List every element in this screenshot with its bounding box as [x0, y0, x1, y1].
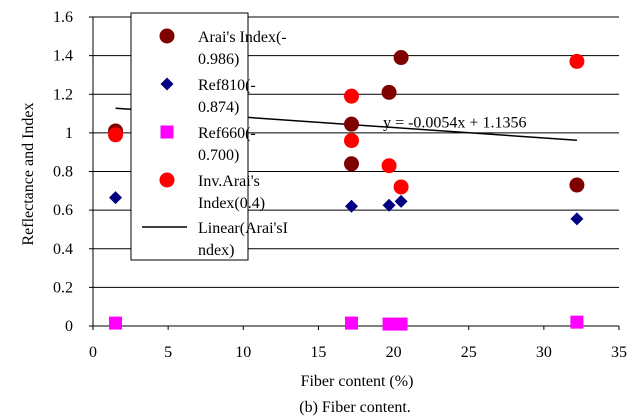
y-tick-label: 0.8 [53, 164, 73, 181]
legend-label: Inv.Arai's [198, 173, 260, 190]
point-arai-s-index-0-986 [343, 156, 359, 172]
point-inv-arai-s-index-0-4 [343, 133, 359, 149]
legend-item: Inv.Arai's Index(0.4) [159, 172, 265, 212]
point-arai-s-index-0-986 [381, 84, 397, 100]
legend-label: Linear(Arai'sI [198, 220, 288, 237]
legend-label: Ref660(- [198, 125, 256, 142]
legend-label: ndex) [198, 242, 234, 259]
legend-symbol [160, 77, 174, 91]
point-ref810-0-874 [394, 194, 408, 208]
y-tick-label: 1.6 [53, 9, 73, 26]
point-ref810-0-874 [109, 191, 123, 205]
point-ref810-0-874 [382, 198, 396, 212]
legend-label: Index(0.4) [198, 195, 265, 212]
y-tick-label: 0.4 [53, 241, 73, 258]
point-inv-arai-s-index-0-4 [393, 179, 409, 195]
legend-label: Ref810(- [198, 77, 256, 94]
x-tick-label: 10 [235, 344, 251, 361]
point-ref660-0-700 [109, 316, 123, 330]
point-arai-s-index-0-986 [343, 116, 359, 132]
legend-box [130, 12, 249, 261]
legend-label: 0.874) [198, 99, 239, 116]
x-tick-label: 5 [164, 344, 172, 361]
point-arai-s-index-0-986 [569, 177, 585, 193]
legend-item: Arai's Index(- 0.986) [159, 28, 287, 68]
y-tick-label: 0.2 [53, 279, 73, 296]
x-tick-label: 0 [89, 344, 97, 361]
x-tick-label: 35 [611, 344, 627, 361]
point-ref660-0-700 [382, 317, 396, 331]
data-points [108, 50, 585, 331]
point-inv-arai-s-index-0-4 [569, 53, 585, 69]
x-tick-label: 30 [536, 344, 552, 361]
point-inv-arai-s-index-0-4 [343, 88, 359, 104]
y-tick-label: 1 [65, 125, 73, 142]
point-ref810-0-874 [570, 212, 584, 226]
y-tick-label: 0 [65, 318, 73, 335]
point-ref660-0-700 [570, 315, 584, 329]
x-tick-label: 25 [461, 344, 477, 361]
point-ref810-0-874 [344, 199, 358, 213]
legend: Arai's Index(- 0.986) Ref810(- 0.874) Ref660… [130, 12, 288, 261]
y-axis-title: Reflectance and Index [20, 102, 37, 245]
x-tick-label: 20 [386, 344, 402, 361]
y-tick-label: 0.6 [53, 202, 73, 219]
trendline-equation: y = -0.0054x + 1.1356 [383, 114, 526, 131]
x-tick-label: 15 [310, 344, 326, 361]
caption: (b) Fiber content. [299, 399, 411, 416]
point-inv-arai-s-index-0-4 [108, 127, 124, 143]
legend-item: Ref660(- 0.700) [160, 125, 256, 164]
legend-label: 0.986) [198, 51, 239, 68]
legend-item: Ref810(- 0.874) [160, 77, 256, 116]
legend-symbol [159, 172, 175, 188]
point-ref660-0-700 [344, 316, 358, 330]
point-ref660-0-700 [394, 317, 408, 331]
y-tick-labels: 0 0.2 0.4 0.6 0.8 1 1.2 1.4 1.6 [53, 9, 73, 335]
y-tick-label: 1.2 [53, 86, 73, 103]
legend-label: 0.700) [198, 147, 239, 164]
point-inv-arai-s-index-0-4 [381, 158, 397, 174]
x-axis-title: Fiber content (%) [301, 373, 414, 390]
legend-label: Arai's Index(- [198, 29, 287, 46]
x-tick-labels: 0 5 10 15 20 25 30 35 [89, 344, 627, 361]
legend-symbol [159, 28, 175, 44]
legend-item: Linear(Arai'sI ndex) [142, 220, 288, 259]
legend-symbol [160, 125, 174, 139]
y-tick-label: 1.4 [53, 48, 73, 65]
point-arai-s-index-0-986 [393, 50, 409, 66]
